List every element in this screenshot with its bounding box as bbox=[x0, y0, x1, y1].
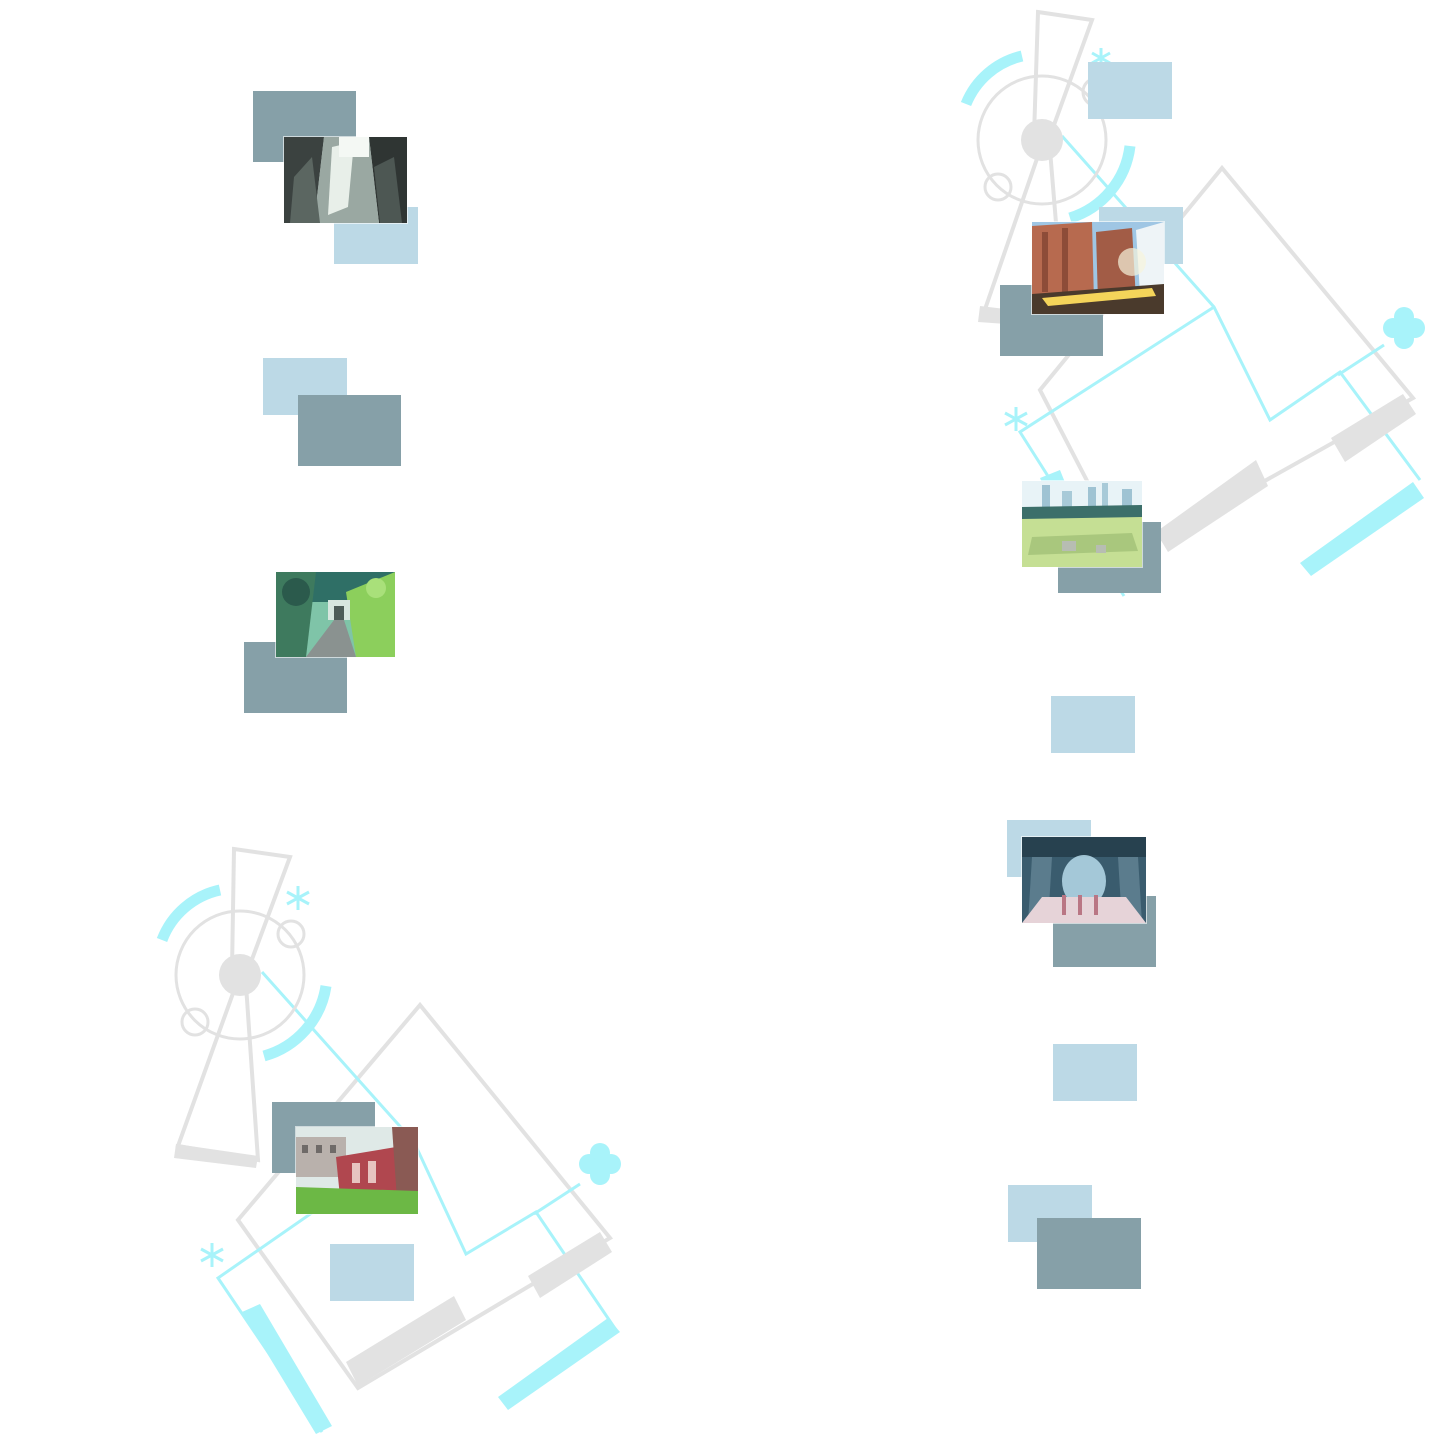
flower-icon bbox=[579, 1143, 621, 1185]
scene-thumbnail-cliff-ruins[interactable] bbox=[1032, 222, 1164, 314]
empty-scene-slot[interactable] bbox=[1088, 62, 1172, 119]
asterisk-icon bbox=[200, 1243, 224, 1267]
scene-thumbnail-castle-garden[interactable] bbox=[296, 1127, 418, 1214]
flower-icon bbox=[1383, 307, 1425, 349]
scene-thumbnail-cathedral-hall[interactable] bbox=[1022, 837, 1146, 923]
asterisk-icon bbox=[1004, 407, 1028, 431]
scene-thumbnail-city-meadow[interactable] bbox=[1022, 481, 1142, 567]
empty-scene-slot[interactable] bbox=[1037, 1218, 1141, 1289]
empty-scene-slot[interactable] bbox=[1051, 696, 1135, 753]
empty-scene-slot[interactable] bbox=[330, 1244, 414, 1301]
empty-scene-slot[interactable] bbox=[298, 395, 401, 466]
scene-thumbnail-ruins-interior[interactable] bbox=[284, 137, 407, 223]
empty-scene-slot[interactable] bbox=[1053, 1044, 1137, 1101]
scene-thumbnail-forest-tunnel[interactable] bbox=[276, 572, 395, 657]
asterisk-icon bbox=[286, 886, 310, 910]
